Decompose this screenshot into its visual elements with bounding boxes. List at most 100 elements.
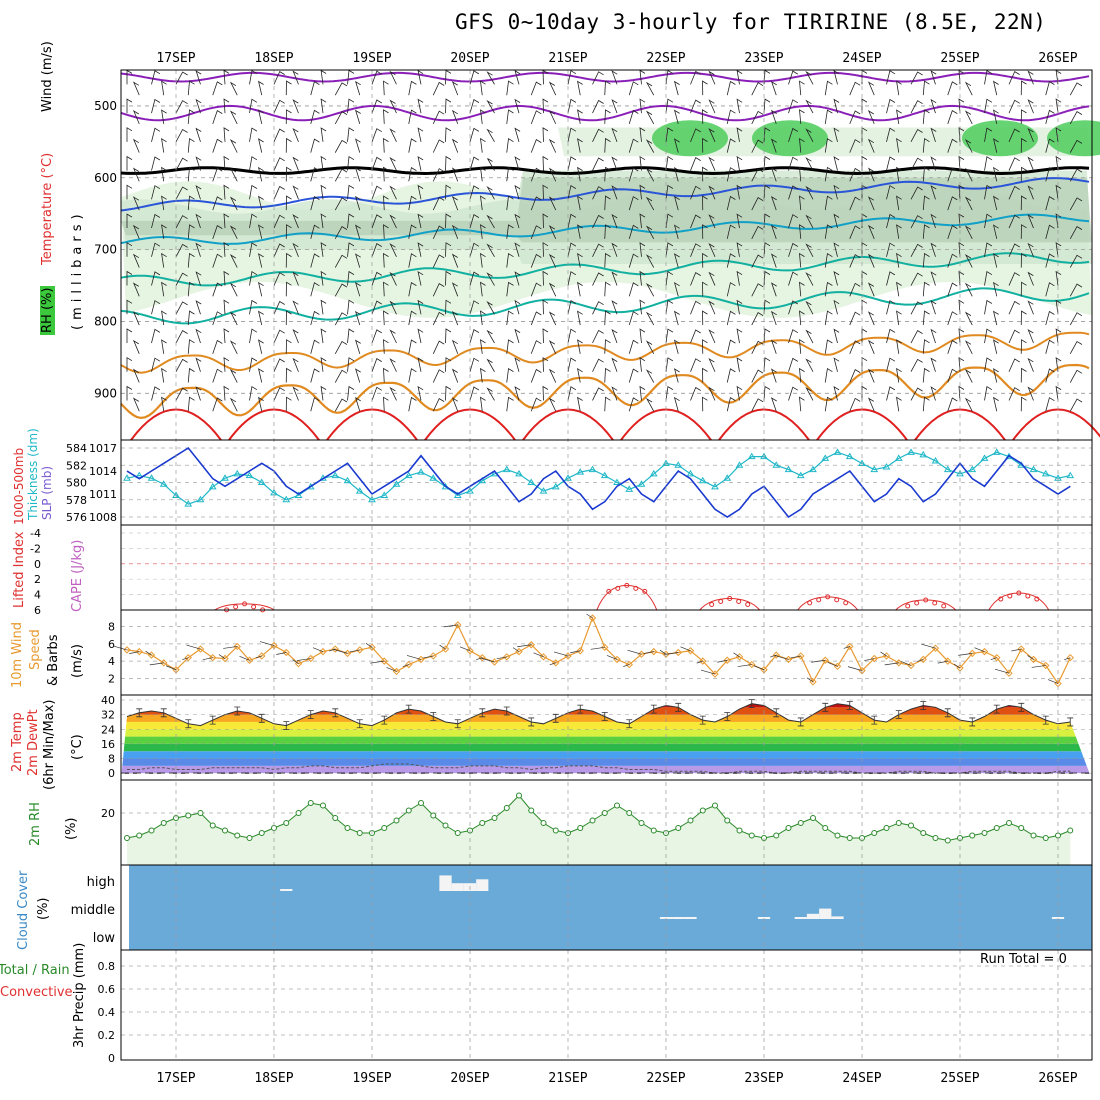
- lifted-index-point: [251, 604, 257, 610]
- wind-barb: [229, 196, 238, 211]
- wind-barb: [126, 356, 133, 372]
- wind-barb: [984, 156, 993, 171]
- wind-barb: [212, 138, 223, 153]
- wind-barb: [690, 386, 701, 401]
- wind-barb: [273, 358, 285, 372]
- lifted-index-point: [923, 597, 929, 603]
- wind-barb: [805, 70, 814, 85]
- thickness-point: [123, 474, 131, 481]
- thickness-point: [392, 480, 401, 487]
- wind-barb: [645, 196, 655, 211]
- wind10m-barb: [112, 645, 128, 651]
- wind-barb: [1069, 197, 1083, 211]
- wind-barb: [665, 271, 674, 286]
- wind-barb: [212, 196, 223, 211]
- wind-barb: [126, 299, 133, 315]
- thickness-point: [845, 452, 854, 460]
- lifted-index-point: [718, 598, 724, 604]
- wind-barb: [257, 253, 264, 268]
- wind-barb: [161, 109, 167, 124]
- date-label-top: 21SEP: [548, 51, 587, 66]
- wind-barb: [896, 396, 902, 412]
- thickness-line: [126, 451, 1071, 505]
- thickness-point: [919, 450, 928, 458]
- wind-barb: [726, 282, 736, 297]
- wind10m-barb: [129, 651, 140, 654]
- wind-barb: [984, 69, 993, 85]
- wind-barb: [445, 357, 452, 372]
- wind-barb: [292, 156, 299, 171]
- wind-barb: [469, 242, 480, 257]
- cloud-cover-bar: [439, 875, 452, 891]
- wind-barb: [665, 98, 674, 114]
- wind-barb: [992, 368, 999, 383]
- cloud-cover-bar: [684, 917, 697, 919]
- wind-barb: [896, 138, 902, 153]
- temp-minmax-bar: [871, 715, 878, 725]
- wind10m-point: [931, 644, 940, 652]
- wind-barb: [751, 340, 764, 354]
- wind-barb: [592, 157, 604, 171]
- slp-ylabel-b: Thickness (dm): [26, 428, 40, 520]
- wind-barb: [542, 328, 549, 344]
- wind10m-barb: [843, 646, 850, 649]
- wind10m-barb: [1047, 679, 1059, 684]
- wind-barb: [867, 397, 875, 412]
- wind-barb: [310, 368, 320, 383]
- wind-barb: [690, 70, 701, 85]
- wind-barb: [355, 109, 361, 124]
- wind-barb: [514, 299, 521, 315]
- wind-barb: [726, 138, 736, 153]
- lifted-index-point: [998, 596, 1004, 602]
- wind-barb: [408, 253, 417, 268]
- wind-barb: [770, 310, 777, 326]
- wind-barb: [930, 213, 937, 229]
- wind10m-barb: [312, 647, 324, 652]
- wind-barb: [702, 109, 708, 124]
- precip-ylabel: 3hr Precip (mm): [72, 942, 87, 1048]
- wind-barb: [751, 312, 764, 326]
- wind10m-barb: [512, 647, 520, 652]
- wind10m-barb: [186, 644, 201, 650]
- wind-ylabel-d: (m/s): [70, 644, 85, 678]
- wind-barb: [548, 282, 557, 297]
- wind-barb: [567, 271, 577, 286]
- wind-barb: [930, 386, 937, 401]
- wind-barb: [132, 224, 140, 239]
- thickness-point: [453, 491, 462, 498]
- wind-barb: [1045, 253, 1055, 268]
- wind-barb: [896, 310, 902, 326]
- rh2m-point: [601, 810, 608, 816]
- rh2m-point: [503, 805, 510, 811]
- wind10m-point: [576, 647, 584, 655]
- rh2m-point: [209, 822, 216, 829]
- wind-barb: [886, 271, 896, 286]
- wind-barb: [1045, 282, 1055, 297]
- wind-barb: [984, 127, 993, 142]
- cape-ylabel-b: CAPE (J/kg): [70, 539, 85, 612]
- temp-tick-label: 40: [101, 694, 115, 707]
- temp-minmax-bar: [601, 712, 608, 721]
- wind10m-barb: [643, 651, 654, 654]
- wind-barb: [229, 225, 238, 240]
- wind-barb: [408, 166, 417, 182]
- date-label-bottom: 23SEP: [744, 1071, 783, 1086]
- date-label-top: 17SEP: [156, 51, 195, 66]
- wind-barb: [824, 339, 833, 354]
- wind-barb: [861, 328, 868, 344]
- temp-minmax-bar: [356, 719, 363, 729]
- rh2m-point: [638, 820, 645, 826]
- wind-barb: [223, 357, 230, 372]
- temp-color-band: [121, 736, 1092, 744]
- wind-barb: [645, 167, 655, 182]
- wind-barb: [788, 357, 799, 372]
- wind10m-point: [711, 670, 719, 678]
- wind-barb: [195, 185, 202, 200]
- wind-barb: [1069, 168, 1083, 182]
- thickness-point: [698, 476, 707, 484]
- temp-tick-label: 8: [108, 753, 115, 766]
- wind-barb: [992, 80, 999, 96]
- temperature-contour: [120, 71, 1090, 83]
- cloud-cover-bar: [794, 917, 807, 919]
- wind-barb: [886, 98, 896, 114]
